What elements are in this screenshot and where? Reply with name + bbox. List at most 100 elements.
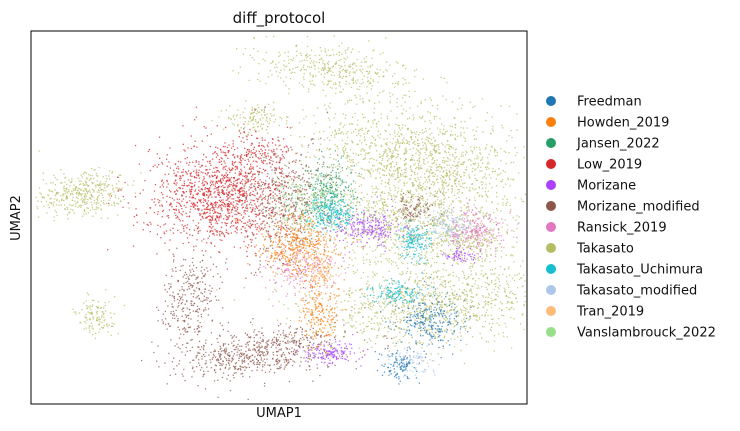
scatter-point <box>385 167 388 169</box>
scatter-point <box>362 102 364 104</box>
scatter-point <box>352 161 355 163</box>
scatter-point <box>459 243 461 246</box>
scatter-point <box>470 262 472 265</box>
scatter-point <box>474 199 476 202</box>
scatter-point <box>482 131 484 133</box>
scatter-point <box>298 82 301 84</box>
scatter-point <box>477 238 479 241</box>
scatter-point <box>83 171 86 174</box>
scatter-point <box>93 189 95 192</box>
scatter-point <box>37 216 40 218</box>
scatter-point <box>442 176 444 178</box>
scatter-point <box>384 241 386 243</box>
scatter-point <box>95 212 97 214</box>
scatter-point <box>397 124 399 127</box>
scatter-point <box>102 202 105 204</box>
scatter-point <box>464 320 467 322</box>
scatter-point <box>437 211 439 214</box>
scatter-point <box>359 351 362 353</box>
scatter-point <box>336 53 338 55</box>
scatter-point <box>447 242 450 244</box>
scatter-point <box>329 67 332 69</box>
scatter-point <box>487 341 489 343</box>
scatter-point <box>89 174 91 177</box>
scatter-point <box>487 304 489 306</box>
scatter-point <box>226 222 228 225</box>
scatter-point <box>134 196 137 198</box>
scatter-point <box>430 305 432 307</box>
scatter-point <box>309 72 311 74</box>
scatter-point <box>472 285 474 287</box>
scatter-point <box>434 336 436 338</box>
scatter-point <box>403 182 405 184</box>
scatter-point <box>63 199 65 202</box>
scatter-point <box>486 168 488 170</box>
scatter-point <box>454 176 456 178</box>
scatter-point <box>426 317 428 319</box>
scatter-point <box>318 163 320 165</box>
scatter-point <box>427 170 429 172</box>
scatter-point <box>333 223 336 225</box>
scatter-point <box>113 191 115 193</box>
scatter-point <box>303 59 306 61</box>
scatter-point <box>493 221 495 223</box>
scatter-point <box>213 188 215 190</box>
scatter-point <box>488 163 490 165</box>
scatter-point <box>381 191 383 193</box>
scatter-point <box>380 145 382 147</box>
scatter-point <box>85 188 87 190</box>
scatter-point <box>484 190 486 193</box>
scatter-point <box>383 335 385 337</box>
scatter-point <box>445 235 447 238</box>
scatter-point <box>257 181 259 183</box>
scatter-point <box>489 328 491 331</box>
scatter-point <box>442 231 444 234</box>
scatter-point <box>437 237 439 239</box>
scatter-point <box>385 151 387 153</box>
scatter-point <box>492 318 494 320</box>
scatter-point <box>85 300 87 302</box>
scatter-point <box>314 122 317 124</box>
scatter-point <box>394 73 396 75</box>
scatter-point <box>476 253 478 255</box>
scatter-point <box>436 297 438 299</box>
scatter-point <box>89 329 91 331</box>
scatter-point <box>175 193 177 195</box>
scatter-point <box>237 125 239 127</box>
scatter-point <box>396 235 398 237</box>
scatter-point <box>421 148 423 150</box>
scatter-point <box>518 216 520 218</box>
scatter-point <box>445 238 448 240</box>
scatter-point <box>424 254 426 256</box>
scatter-point <box>234 189 236 192</box>
scatter-point <box>91 167 93 170</box>
scatter-point <box>278 61 280 64</box>
scatter-point <box>431 216 434 219</box>
scatter-point <box>418 280 420 282</box>
scatter-point <box>318 61 320 64</box>
scatter-point <box>407 190 409 192</box>
scatter-point <box>324 73 326 75</box>
scatter-point <box>404 200 406 202</box>
scatter-point <box>468 176 470 178</box>
scatter-point <box>475 138 477 140</box>
scatter-point <box>393 198 396 201</box>
scatter-point <box>423 207 425 209</box>
scatter-point <box>421 189 423 192</box>
scatter-point <box>361 303 364 305</box>
scatter-point <box>409 292 411 295</box>
scatter-point <box>392 82 394 85</box>
scatter-point <box>509 309 511 311</box>
scatter-point <box>168 249 170 251</box>
scatter-point <box>418 294 421 296</box>
scatter-point <box>346 166 349 168</box>
scatter-point <box>383 89 385 92</box>
scatter-point <box>440 301 442 303</box>
scatter-point <box>463 174 465 177</box>
scatter-point <box>352 78 354 80</box>
scatter-point <box>103 320 105 322</box>
scatter-point <box>395 315 398 318</box>
scatter-point <box>315 156 317 159</box>
scatter-point <box>355 96 357 99</box>
scatter-point <box>383 241 385 243</box>
